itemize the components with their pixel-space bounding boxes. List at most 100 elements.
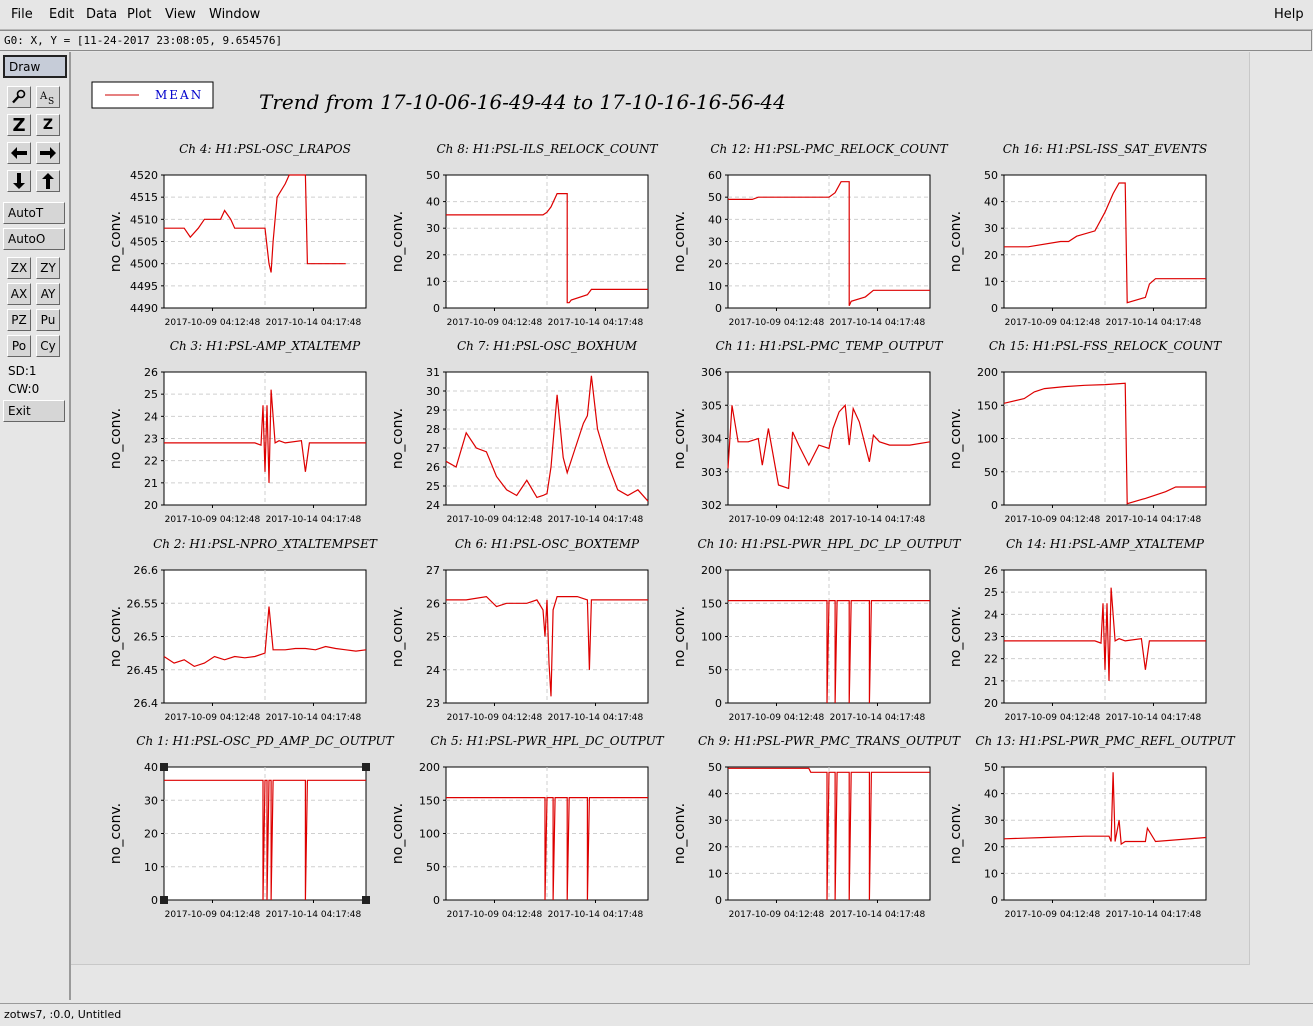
coordinate-readout-bar: G0: X, Y = [11-24-2017 23:08:05, 9.65457… — [0, 30, 1312, 51]
y-tick-label: 40 — [984, 196, 998, 209]
y-axis-label: no_conv. — [108, 211, 124, 272]
zoom-z-small-button[interactable]: Z — [36, 114, 60, 136]
y-axis-label: no_conv. — [390, 606, 406, 667]
y-tick-label: 4495 — [130, 280, 158, 293]
main-title: Trend from 17-10-06-16-49-44 to 17-10-16… — [259, 90, 786, 114]
x-tick-label: 2017-10-14 04:17:48 — [548, 910, 644, 920]
trend-plots[interactable]: MEAN Trend from 17-10-06-16-49-44 to 17-1… — [71, 52, 1249, 964]
menu-view[interactable]: View — [165, 7, 196, 22]
chart-title: Ch 14: H1:PSL-AMP_XTALTEMP — [1006, 537, 1205, 551]
x-tick-label: 2017-10-09 04:12:48 — [729, 910, 825, 920]
x-tick-label: 2017-10-14 04:17:48 — [1106, 318, 1202, 328]
x-tick-label: 2017-10-09 04:12:48 — [1005, 713, 1101, 723]
arrow-up-icon[interactable] — [36, 170, 60, 192]
sd-label: SD:1 — [8, 364, 37, 378]
y-tick-label: 10 — [426, 275, 440, 288]
y-axis-label: no_conv. — [108, 803, 124, 864]
chart-title: Ch 10: H1:PSL-PWR_HPL_DC_LP_OUTPUT — [697, 537, 961, 551]
arrow-right-icon[interactable] — [36, 142, 60, 164]
y-tick-label: 26.45 — [127, 664, 159, 677]
y-tick-label: 30 — [984, 222, 998, 235]
y-tick-label: 0 — [715, 697, 722, 710]
arrow-down-icon[interactable] — [7, 170, 31, 192]
x-tick-label: 2017-10-09 04:12:48 — [1005, 515, 1101, 525]
y-tick-label: 26 — [984, 564, 998, 577]
chart-title: Ch 13: H1:PSL-PWR_PMC_REFL_OUTPUT — [975, 734, 1235, 748]
y-tick-label: 10 — [708, 867, 722, 880]
chart-title: Ch 11: H1:PSL-PMC_TEMP_OUTPUT — [716, 339, 944, 353]
x-tick-label: 2017-10-09 04:12:48 — [1005, 318, 1101, 328]
chart-title: Ch 2: H1:PSL-NPRO_XTALTEMPSET — [153, 537, 378, 551]
draw-button[interactable]: Draw — [3, 55, 67, 78]
x-tick-label: 2017-10-09 04:12:48 — [1005, 910, 1101, 920]
y-tick-label: 302 — [701, 499, 722, 512]
y-axis-label: no_conv. — [390, 408, 406, 469]
y-axis-label: no_conv. — [948, 803, 964, 864]
y-tick-label: 0 — [715, 302, 722, 315]
menu-plot[interactable]: Plot — [127, 7, 152, 22]
y-tick-label: 28 — [426, 423, 440, 436]
y-tick-label: 0 — [991, 499, 998, 512]
y-tick-label: 26 — [426, 597, 440, 610]
x-tick-label: 2017-10-09 04:12:48 — [447, 515, 543, 525]
y-tick-label: 30 — [426, 222, 440, 235]
y-tick-label: 60 — [708, 169, 722, 182]
pu-button[interactable]: Pu — [36, 309, 60, 331]
series-mean-trace — [1004, 182, 1206, 304]
series-mean-trace — [1003, 772, 1207, 846]
y-tick-label: 100 — [701, 631, 722, 644]
y-tick-label: 0 — [151, 894, 158, 907]
series-mean-trace — [446, 193, 648, 304]
cy-button[interactable]: Cy — [36, 335, 60, 357]
x-tick-label: 2017-10-14 04:17:48 — [266, 318, 362, 328]
arrow-left-icon[interactable] — [7, 142, 31, 164]
y-tick-label: 100 — [419, 828, 440, 841]
x-tick-label: 2017-10-09 04:12:48 — [729, 713, 825, 723]
y-tick-label: 150 — [701, 597, 722, 610]
svg-text:S: S — [48, 97, 54, 105]
exit-button[interactable]: Exit — [3, 400, 65, 422]
x-tick-label: 2017-10-14 04:17:48 — [830, 318, 926, 328]
y-axis-label: no_conv. — [672, 803, 688, 864]
chart-title: Ch 9: H1:PSL-PWR_PMC_TRANS_OUTPUT — [698, 734, 961, 748]
y-tick-label: 25 — [984, 586, 998, 599]
series-mean-trace — [163, 606, 367, 668]
y-tick-label: 22 — [144, 455, 158, 468]
y-tick-label: 4515 — [130, 191, 158, 204]
x-tick-label: 2017-10-14 04:17:48 — [1106, 910, 1202, 920]
autot-button[interactable]: AutoT — [3, 202, 65, 224]
menu-window[interactable]: Window — [209, 7, 261, 22]
x-tick-label: 2017-10-09 04:12:48 — [729, 515, 825, 525]
menu-edit[interactable]: Edit — [49, 7, 75, 22]
autoo-button[interactable]: AutoO — [3, 228, 65, 250]
ax-button[interactable]: AX — [7, 283, 31, 305]
status-bar: zotws7, :0.0, Untitled — [0, 1003, 1313, 1026]
zoom-z-large-button[interactable]: Z — [7, 114, 31, 136]
zy-button[interactable]: ZY — [36, 257, 60, 279]
menu-file[interactable]: File — [11, 7, 33, 22]
menu-help[interactable]: Help — [1274, 7, 1304, 22]
pz-button[interactable]: PZ — [7, 309, 31, 331]
ay-button[interactable]: AY — [36, 283, 60, 305]
x-tick-label: 2017-10-09 04:12:48 — [447, 910, 543, 920]
zx-button[interactable]: ZX — [7, 257, 31, 279]
po-button[interactable]: Po — [7, 335, 31, 357]
series-mean-trace — [728, 767, 930, 901]
chart-title: Ch 15: H1:PSL-FSS_RELOCK_COUNT — [989, 339, 1222, 353]
y-tick-label: 303 — [701, 466, 722, 479]
series-mean-trace — [164, 779, 366, 901]
x-tick-label: 2017-10-09 04:12:48 — [165, 713, 261, 723]
y-tick-label: 305 — [701, 399, 722, 412]
y-tick-label: 10 — [708, 280, 722, 293]
y-tick-label: 30 — [984, 814, 998, 827]
x-tick-label: 2017-10-09 04:12:48 — [165, 515, 261, 525]
magnifier-icon[interactable] — [7, 86, 31, 108]
plot-canvas[interactable]: MEAN Trend from 17-10-06-16-49-44 to 17-1… — [71, 52, 1250, 965]
y-tick-label: 21 — [984, 675, 998, 688]
y-tick-label: 26.4 — [134, 697, 159, 710]
x-tick-label: 2017-10-09 04:12:48 — [447, 713, 543, 723]
menu-data[interactable]: Data — [86, 7, 118, 22]
y-tick-label: 40 — [426, 196, 440, 209]
